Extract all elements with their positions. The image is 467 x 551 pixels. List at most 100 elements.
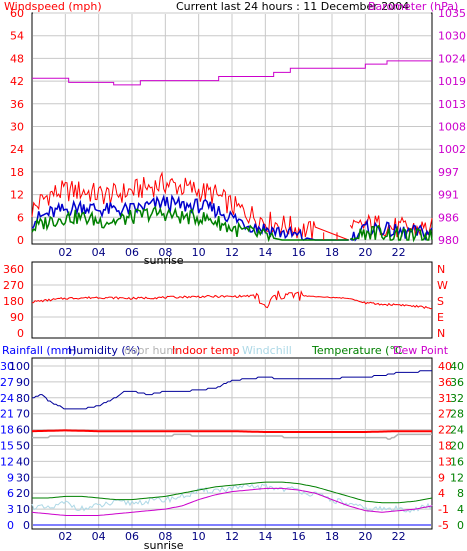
wind-x-tick: 18 [325,246,339,259]
rainfall-y-tick: 21 [0,408,14,421]
rainfall-y-tick: 3 [7,503,14,516]
humidity-series-line [32,370,432,410]
direction-y-tick: 180 [3,295,24,308]
humidity-y-tick: 10 [16,503,30,516]
direction-y-tick: 270 [3,279,24,292]
direction-plot [31,290,433,310]
compass-y-tick: N [437,327,445,340]
wind-y-tick: 36 [10,98,24,111]
wind-x-tick: 22 [392,246,406,259]
climate-x-tick: 22 [392,530,406,543]
legend-entry: Humidity (%) [68,344,140,357]
humidity-y-tick: 60 [16,424,30,437]
door-hum-series-line [32,433,432,440]
legend-entry: Rainfall (mm) [2,344,76,357]
temperature-y-tick: 16 [450,455,464,468]
indoor-temp-y-tick: 40 [438,360,452,373]
climate-x-tick: 16 [292,530,306,543]
sunrise-label: sunrise [144,539,184,551]
barometer-y-tick: 986 [438,211,459,224]
wind-y-tick: 12 [10,189,24,202]
climate-x-tick: 18 [325,530,339,543]
indoor-temp-y-tick: 18 [438,440,452,453]
temperature-y-tick: 24 [450,424,464,437]
barometer-y-tick: 1013 [438,98,466,111]
climate-x-tick: 06 [125,530,139,543]
indoor-temp-y-tick: 22 [438,424,452,437]
legend-entry: door hum [124,344,177,357]
climate-x-tick: 20 [358,530,372,543]
direction-y-tick: 360 [3,263,24,276]
wind-x-tick: 20 [358,246,372,259]
humidity-y-tick: 50 [16,440,30,453]
barometer-y-tick: 1030 [438,30,466,43]
indoor-temp-y-tick: 13 [438,455,452,468]
wind-y-tick: 18 [10,166,24,179]
temperature-y-tick: 8 [457,487,464,500]
barometer-y-tick: 1008 [438,121,466,134]
barometer-y-tick: 997 [438,166,459,179]
indoor-temp-y-tick: -5 [438,519,449,532]
climate-x-tick: 08 [158,530,172,543]
temperature-y-tick: 36 [450,376,464,389]
climate-x-tick: 12 [225,530,239,543]
compass-y-tick: S [437,295,444,308]
humidity-y-tick: 80 [16,392,30,405]
direction-y-tick: 0 [17,327,24,340]
legend-entry: Dew Point [393,344,449,357]
wind-y-tick: 60 [10,7,24,20]
humidity-y-tick: 100 [9,360,30,373]
rainfall-y-tick: 0 [7,519,14,532]
wind-x-tick: 02 [58,246,72,259]
temperature-y-tick: 0 [457,519,464,532]
barometer-y-tick: 991 [438,189,459,202]
barometer-y-tick: 1024 [438,52,466,65]
humidity-y-tick: 30 [16,471,30,484]
wind-x-tick: 06 [125,246,139,259]
climate-plot [31,370,433,526]
dew-point-series-line [31,487,433,516]
humidity-y-tick: 0 [23,519,30,532]
humidity-y-tick: 70 [16,408,30,421]
climate-x-tick: 14 [258,530,272,543]
humidity-y-tick: 90 [16,376,30,389]
wind-axis-title: Windspeed (mph) [4,0,102,13]
indoor-temp-series-line [31,429,432,433]
wind-y-tick: 54 [10,30,24,43]
wind-x-tick: 12 [225,246,239,259]
barometer-y-tick: 1019 [438,75,466,88]
indoor-temp-y-tick: 36 [438,376,452,389]
sunrise-label: sunrise [144,254,184,267]
rainfall-y-tick: 6 [7,487,14,500]
barometer-y-tick: 1002 [438,143,466,156]
wind-y-tick: 30 [10,121,24,134]
barometer-axis-title: Barometer (hPa) [368,0,458,13]
wind-y-tick: 48 [10,52,24,65]
climate-legend: Rainfall (mm)Humidity (%)door humIndoor … [2,344,449,357]
wind-direction-series-line [31,290,433,310]
temperature-y-tick: 20 [450,440,464,453]
legend-entry: Temperature (°C [311,344,403,357]
legend-entry: Indoor temp [172,344,239,357]
compass-y-tick: E [437,311,444,324]
wind-y-tick: 6 [17,211,24,224]
barometer-series-line [32,60,432,86]
wind-x-axis: 02 04 06 08 10 12 14 16 18 20 22 sunrise [58,246,405,267]
compass-y-tick: W [437,279,448,292]
wind-y-tick: 42 [10,75,24,88]
temperature-y-tick: 32 [450,392,464,405]
temperature-y-tick: 40 [450,360,464,373]
page-title: Current last 24 hours : 11 December 2004 [176,0,409,13]
legend-entry: Windchill [242,344,292,357]
wind-y-tick: 0 [17,234,24,247]
barometer-y-tick: 1035 [438,7,466,20]
barometer-y-tick: 980 [438,234,459,247]
indoor-temp-y-tick: 4 [438,487,445,500]
wind-x-tick: 10 [192,246,206,259]
humidity-y-tick: 40 [16,455,30,468]
wind-y-tick: 24 [10,143,24,156]
temperature-y-tick: 28 [450,408,464,421]
rainfall-y-tick: 12 [0,455,14,468]
rainfall-y-tick: 15 [0,440,14,453]
